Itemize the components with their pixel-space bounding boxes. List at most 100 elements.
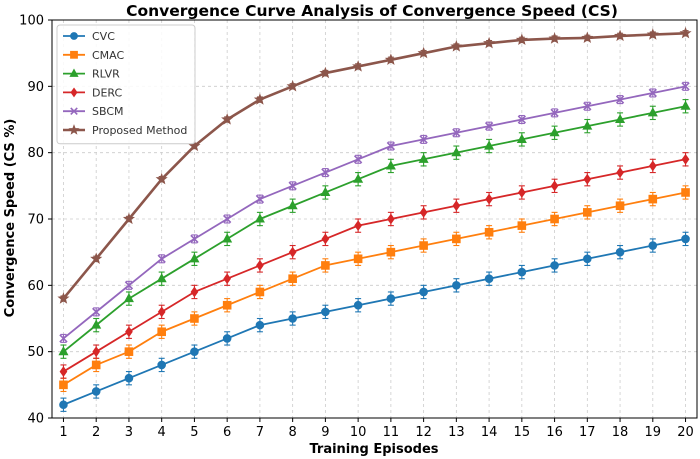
- data-point: [125, 326, 133, 338]
- data-point: [190, 234, 199, 244]
- data-point: [321, 261, 330, 270]
- data-point: [646, 28, 659, 40]
- data-point: [223, 273, 232, 285]
- x-tick-label: 15: [514, 425, 531, 440]
- data-point: [419, 287, 428, 297]
- data-point: [59, 334, 68, 343]
- legend-item: Proposed Method: [63, 124, 187, 137]
- data-point: [222, 300, 232, 310]
- data-point: [188, 139, 201, 152]
- x-tick-label: 2: [92, 425, 100, 440]
- data-point: [287, 200, 298, 210]
- y-tick-label: 60: [27, 279, 44, 294]
- legend-marker: [70, 87, 78, 98]
- data-point: [615, 113, 626, 124]
- data-point: [548, 32, 561, 44]
- data-point: [354, 220, 362, 232]
- legend-label: CVC: [92, 30, 115, 43]
- data-point: [583, 102, 592, 111]
- data-point: [419, 241, 428, 250]
- data-point: [353, 173, 364, 183]
- series-line: [62, 85, 686, 340]
- data-point: [582, 120, 593, 130]
- data-point: [156, 273, 167, 283]
- data-point: [320, 186, 331, 197]
- x-tick-label: 8: [289, 425, 297, 440]
- legend-label: CMAC: [92, 49, 125, 62]
- data-point: [515, 33, 528, 46]
- data-point: [614, 29, 627, 42]
- data-point: [581, 31, 594, 44]
- data-point: [418, 153, 429, 163]
- chart-title: Convergence Curve Analysis of Convergenc…: [126, 2, 618, 20]
- data-point: [484, 121, 494, 131]
- data-point: [384, 53, 397, 65]
- data-point: [452, 200, 461, 212]
- data-point: [90, 252, 103, 264]
- series-cmac: [59, 185, 690, 393]
- data-point: [254, 213, 265, 223]
- data-point: [256, 260, 264, 271]
- data-point: [190, 286, 199, 298]
- data-point: [483, 36, 496, 49]
- x-tick-label: 20: [677, 425, 694, 440]
- data-point: [484, 227, 494, 237]
- data-point: [386, 141, 396, 151]
- data-point: [583, 208, 592, 217]
- data-point: [648, 88, 657, 98]
- y-tick-label: 40: [27, 412, 44, 427]
- data-point: [122, 212, 135, 225]
- data-point: [616, 167, 624, 178]
- data-point: [517, 221, 527, 230]
- data-point: [485, 193, 493, 205]
- legend-label: SBCM: [92, 105, 124, 118]
- data-point: [417, 46, 430, 59]
- data-point: [288, 246, 297, 258]
- data-point: [157, 327, 166, 337]
- data-point: [681, 234, 690, 244]
- data-point: [615, 95, 625, 104]
- data-point: [288, 181, 297, 191]
- data-point: [484, 140, 495, 150]
- data-point: [452, 281, 461, 290]
- data-point: [124, 347, 134, 356]
- data-point: [255, 320, 265, 330]
- data-point: [615, 201, 625, 211]
- data-point: [549, 127, 560, 137]
- data-point: [124, 373, 134, 383]
- x-axis: 1 2 3 4 5 6 7 8 9 10 11 12 13 14 15 16 17 18 19 20: [59, 418, 694, 440]
- legend-box: [56, 24, 196, 145]
- legend-marker: [69, 68, 79, 77]
- data-point: [517, 187, 526, 198]
- data-point: [255, 194, 265, 204]
- legend-item: CMAC: [63, 49, 125, 62]
- y-axis-label: Convergence Speed (CS %): [3, 119, 18, 318]
- legend-marker: [70, 50, 78, 59]
- x-tick-label: 7: [256, 425, 264, 440]
- data-point: [550, 108, 559, 118]
- x-tick-label: 9: [321, 425, 329, 440]
- data-point: [222, 334, 232, 343]
- y-axis: 40 50 60 70 80 90 100: [19, 14, 52, 427]
- data-point: [59, 380, 68, 390]
- data-point: [615, 247, 625, 257]
- series-rlvr: [58, 99, 691, 359]
- data-point: [385, 160, 396, 170]
- data-point: [550, 261, 559, 270]
- data-point: [452, 128, 461, 137]
- x-tick-label: 5: [190, 425, 198, 440]
- data-point: [59, 366, 68, 377]
- data-point: [92, 307, 101, 317]
- data-point: [222, 214, 232, 224]
- data-point: [253, 93, 266, 105]
- data-point: [321, 307, 330, 317]
- legend-item: DERC: [63, 86, 123, 99]
- data-point: [91, 319, 102, 329]
- y-tick-label: 80: [27, 146, 44, 161]
- series-proposed-method: [57, 26, 692, 304]
- data-point: [419, 135, 428, 144]
- legend-item: SBCM: [63, 105, 124, 118]
- data-point: [517, 267, 527, 277]
- data-point: [648, 194, 658, 204]
